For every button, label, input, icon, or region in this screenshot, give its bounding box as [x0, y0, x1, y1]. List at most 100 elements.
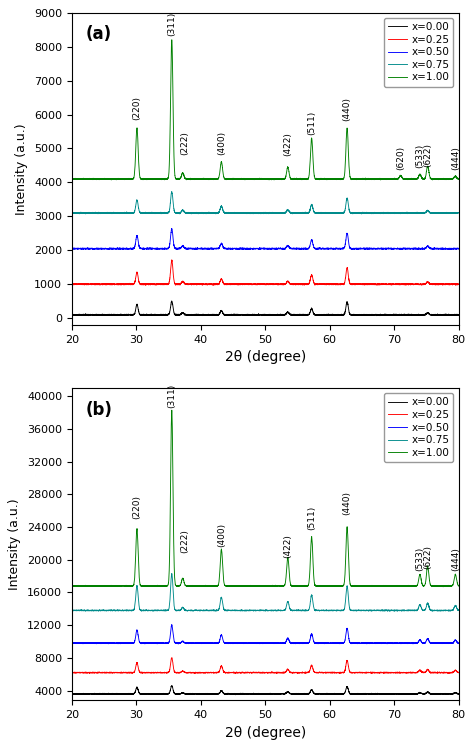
x=0.75 — [69, 209, 75, 218]
x=0.00 — [169, 681, 174, 690]
Text: (220): (220) — [132, 495, 141, 519]
x=0.00 — [242, 310, 248, 319]
x=0.50 — [69, 639, 75, 648]
Line: x=0.25: x=0.25 — [72, 657, 459, 673]
x=0.25 — [159, 668, 164, 677]
x=0.25 — [169, 653, 175, 662]
x=0.75 — [456, 606, 462, 615]
x=1.00 — [159, 582, 164, 591]
x=0.00 — [86, 311, 91, 320]
x=0.50 — [456, 244, 462, 253]
Line: x=0.00: x=0.00 — [72, 686, 459, 695]
x=0.75 — [159, 606, 164, 615]
x=0.25 — [211, 280, 217, 289]
x=0.75 — [359, 209, 365, 218]
x=0.00 — [169, 296, 174, 305]
x=0.75 — [161, 606, 166, 615]
x=0.25 — [302, 669, 308, 678]
x=1.00 — [161, 174, 167, 183]
x=0.75 — [169, 569, 174, 578]
Text: (620): (620) — [396, 145, 405, 170]
x=0.75 — [69, 606, 75, 615]
x=0.75 — [453, 209, 458, 218]
x=0.00 — [453, 689, 458, 698]
x=1.00 — [453, 570, 458, 579]
x=0.50 — [163, 639, 169, 648]
Text: (400): (400) — [217, 524, 226, 548]
x=0.75 — [385, 607, 391, 616]
Line: x=1.00: x=1.00 — [72, 410, 459, 586]
x=0.75 — [215, 208, 220, 217]
x=1.00 — [69, 175, 75, 184]
x=0.25 — [456, 280, 462, 289]
x=1.00 — [440, 582, 446, 591]
x=0.25 — [163, 668, 169, 677]
x=0.50 — [161, 244, 166, 253]
Line: x=0.50: x=0.50 — [72, 625, 459, 644]
x=1.00 — [163, 175, 169, 184]
Text: (422): (422) — [283, 534, 292, 558]
Text: (440): (440) — [343, 96, 352, 120]
Text: (b): (b) — [85, 400, 112, 419]
x=0.50 — [453, 636, 458, 645]
x=1.00 — [456, 174, 462, 183]
x=0.00 — [215, 310, 220, 319]
x=1.00 — [159, 174, 164, 183]
x=1.00 — [169, 35, 174, 44]
x=1.00 — [69, 581, 75, 590]
Text: (a): (a) — [85, 25, 111, 43]
x=0.50 — [169, 224, 174, 233]
x=0.25 — [161, 668, 166, 677]
Text: (622): (622) — [423, 545, 432, 568]
Text: (311): (311) — [167, 384, 176, 408]
Line: x=0.75: x=0.75 — [72, 574, 459, 611]
x=0.00 — [159, 310, 164, 319]
Line: x=0.00: x=0.00 — [72, 301, 459, 316]
x=0.75 — [242, 606, 248, 615]
x=1.00 — [242, 174, 248, 183]
x=1.00 — [163, 581, 169, 590]
Text: (444): (444) — [451, 146, 460, 170]
x=0.25 — [456, 668, 462, 677]
Text: (511): (511) — [307, 506, 316, 530]
Line: x=0.75: x=0.75 — [72, 191, 459, 214]
Text: (533): (533) — [415, 547, 424, 571]
Text: (311): (311) — [167, 12, 176, 37]
x=0.00 — [456, 310, 462, 319]
x=0.00 — [161, 310, 167, 319]
x=0.50 — [159, 638, 164, 647]
x=0.75 — [453, 601, 458, 610]
x=0.25 — [453, 280, 458, 289]
x=0.00 — [163, 310, 169, 319]
X-axis label: 2θ (degree): 2θ (degree) — [225, 350, 306, 364]
x=0.00 — [163, 690, 169, 699]
x=0.00 — [215, 690, 220, 699]
x=0.50 — [159, 245, 164, 254]
x=0.50 — [456, 639, 462, 648]
x=0.25 — [215, 280, 220, 289]
Line: x=1.00: x=1.00 — [72, 40, 459, 180]
x=0.50 — [161, 639, 166, 648]
Legend: x=0.00, x=0.25, x=0.50, x=0.75, x=1.00: x=0.00, x=0.25, x=0.50, x=0.75, x=1.00 — [384, 393, 454, 462]
Y-axis label: Intensity (a.u.): Intensity (a.u.) — [16, 123, 28, 215]
x=0.75 — [163, 209, 169, 218]
x=0.00 — [161, 690, 166, 699]
x=1.00 — [242, 581, 248, 590]
x=0.00 — [159, 690, 164, 699]
x=1.00 — [161, 581, 166, 590]
x=0.50 — [215, 244, 220, 253]
x=0.50 — [453, 244, 458, 253]
x=0.25 — [161, 280, 166, 289]
x=0.25 — [69, 668, 75, 677]
x=0.00 — [69, 310, 75, 319]
x=1.00 — [456, 581, 462, 590]
Text: (400): (400) — [217, 130, 226, 155]
x=1.00 — [169, 405, 174, 414]
x=0.75 — [169, 187, 174, 196]
x=0.75 — [242, 208, 248, 217]
x=0.75 — [159, 208, 164, 217]
x=0.25 — [169, 256, 175, 265]
x=0.50 — [273, 245, 279, 254]
x=0.50 — [242, 245, 248, 254]
x=0.75 — [456, 209, 462, 218]
